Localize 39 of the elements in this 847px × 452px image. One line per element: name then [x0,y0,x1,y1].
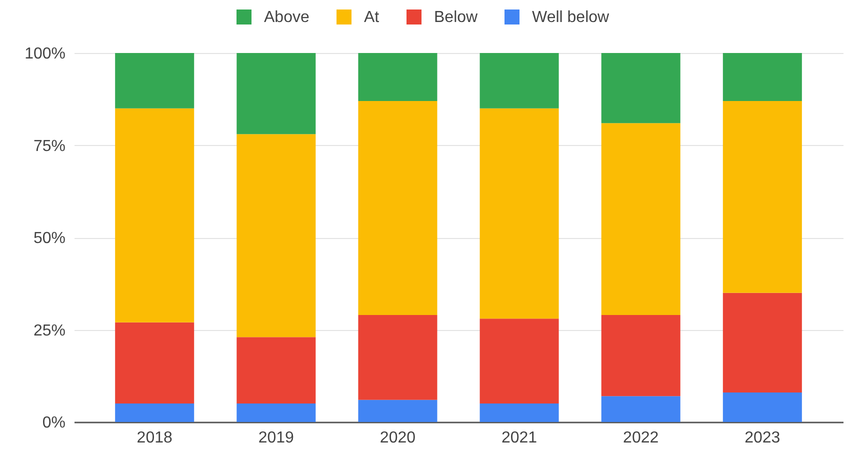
bar [358,314,438,400]
bar [480,53,559,108]
bar [480,318,559,404]
x-tick-label: 2020 [380,430,416,446]
bar [358,400,438,422]
bar [601,53,680,124]
y-tick-label: 75% [33,138,66,155]
y-tick-label: 25% [33,322,66,340]
y-tick-label: 0% [42,414,66,432]
x-tick-label: 2021 [501,430,538,446]
bar [601,396,680,422]
x-tick-label: 2023 [744,430,780,446]
bar [722,292,802,392]
bar [115,404,194,422]
bar [601,314,680,396]
bar [236,53,316,134]
bar [115,322,194,404]
legend-label: Well below [532,9,610,26]
bar [358,53,438,101]
bar [358,100,438,315]
x-tick-label: 2019 [258,430,294,446]
y-tick-label: 50% [33,230,66,247]
bar [115,108,194,322]
bar [480,404,559,422]
bar [236,337,316,404]
x-tick-label: 2022 [623,430,659,446]
x-tick-label: 2018 [136,430,172,446]
bar [115,53,194,108]
bar [236,404,316,422]
legend-label: Above [264,9,310,26]
bar [722,100,802,293]
bar [236,134,316,338]
y-tick-label: 100% [24,46,66,62]
bar [601,123,680,315]
legend-label: At [364,9,380,26]
bar [722,392,802,422]
legend-label: Below [434,9,478,26]
bar [480,108,559,319]
bar [722,53,802,101]
